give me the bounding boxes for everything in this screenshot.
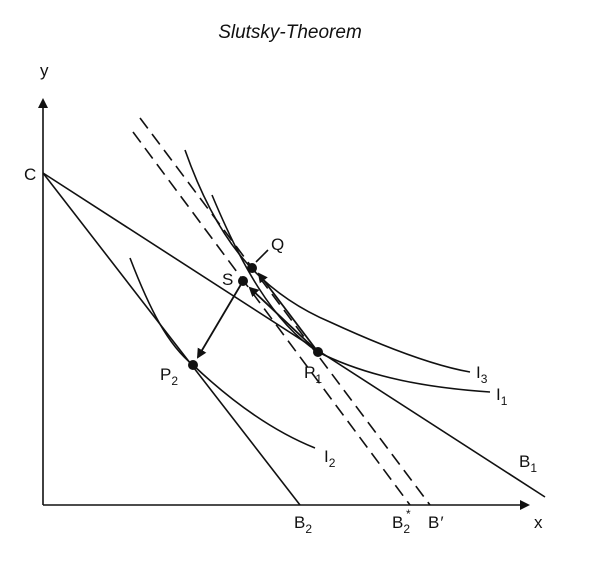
label-part: I: [476, 363, 481, 382]
label-part: B: [428, 513, 439, 532]
label-part: B: [392, 513, 403, 532]
label-part: Q: [271, 235, 284, 254]
label-part: 3: [481, 372, 488, 386]
q-leader: [255, 249, 269, 263]
label-part: 2: [171, 374, 178, 388]
arrow-p1-s: [248, 286, 319, 353]
label-part: B: [519, 452, 530, 471]
label-part: *: [406, 507, 411, 521]
budget-line-b2-star: [132, 131, 411, 506]
label-part: S: [222, 270, 233, 289]
point-p1: [313, 347, 323, 357]
label-part: y: [40, 61, 49, 80]
label-y: y: [40, 61, 49, 80]
label-b1: B1: [519, 452, 537, 475]
label-part: 2: [403, 522, 410, 536]
arrow-p1-q: [257, 272, 319, 353]
label-part: B: [294, 513, 305, 532]
arrow-s-p2: [196, 280, 244, 359]
label-part: P: [160, 365, 171, 384]
label-p1: P1: [304, 363, 322, 386]
label-c: C: [24, 165, 36, 184]
label-part: P: [304, 363, 315, 382]
label-x: x: [534, 513, 543, 532]
label-part: 1: [530, 461, 537, 475]
label-i1: I1: [496, 385, 508, 408]
budget-line-b2-prime: [139, 117, 431, 506]
point-p2: [188, 360, 198, 370]
label-q: Q: [271, 235, 284, 254]
label-b2-prime: B′: [428, 513, 444, 532]
label-b2: B2: [294, 513, 312, 536]
point-s: [238, 276, 248, 286]
label-part: x: [534, 513, 543, 532]
label-part: ′: [440, 513, 443, 532]
label-part: 1: [315, 372, 322, 386]
label-i2: I2: [324, 447, 336, 470]
indifference-curve-i3: [184, 149, 471, 373]
label-part: C: [24, 165, 36, 184]
point-q: [247, 263, 257, 273]
budget-line-b1: [42, 172, 546, 498]
budget-line-b2: [42, 172, 301, 506]
label-b2-star: B2*: [392, 507, 411, 536]
label-part: 2: [305, 522, 312, 536]
label-part: I: [324, 447, 329, 466]
label-part: 1: [501, 394, 508, 408]
label-part: I: [496, 385, 501, 404]
label-s: S: [222, 270, 233, 289]
label-part: 2: [329, 456, 336, 470]
label-i3: I3: [476, 363, 488, 386]
title: Slutsky-Theorem: [218, 22, 362, 43]
label-p2: P2: [160, 365, 178, 388]
